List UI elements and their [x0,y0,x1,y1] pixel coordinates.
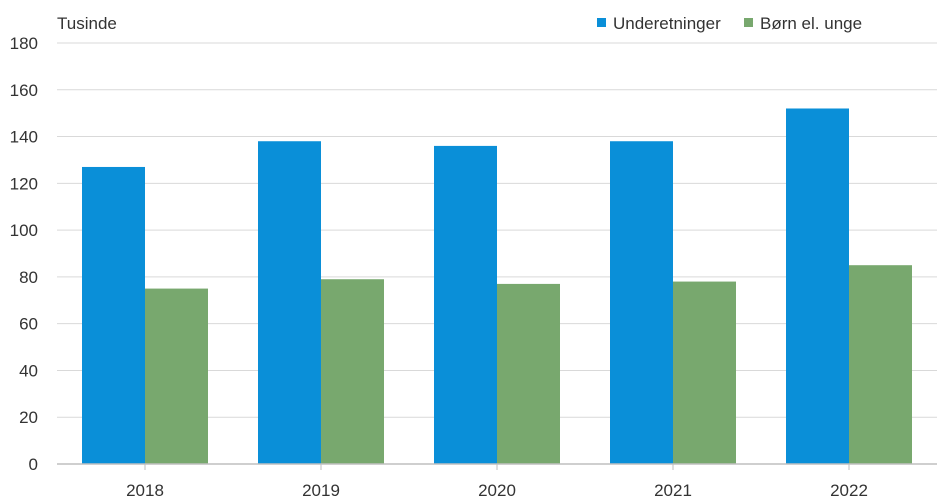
bars [82,108,912,464]
legend-swatch [744,18,753,27]
y-tick-label: 160 [10,81,38,100]
x-tick-label: 2019 [302,481,340,500]
legend-label: Børn el. unge [760,14,862,33]
y-tick-label: 20 [19,408,38,427]
bar [673,281,736,464]
bar [434,145,497,464]
y-axis-unit-label: Tusinde [57,14,117,33]
x-tick-label: 2022 [830,481,868,500]
legend: Underetninger Børn el. unge [597,14,862,33]
y-tick-label: 0 [29,455,38,474]
bar [82,166,145,464]
y-tick-label: 80 [19,268,38,287]
bar [145,288,208,464]
bar [610,141,673,464]
y-tick-label: 40 [19,361,38,380]
bar [849,265,912,464]
legend-label: Underetninger [613,14,721,33]
x-tick-label: 2021 [654,481,692,500]
y-tick-label: 180 [10,34,38,53]
bar [497,283,560,464]
bar [321,279,384,464]
y-tick-label: 100 [10,221,38,240]
x-axis: 2018 2019 2020 2021 2022 [57,463,937,500]
x-tick-label: 2018 [126,481,164,500]
y-tick-label: 120 [10,174,38,193]
legend-swatch [597,18,606,27]
y-axis: 0 20 40 60 80 100 120 140 160 180 [10,34,38,474]
bar [786,108,849,464]
x-tick-label: 2020 [478,481,516,500]
bar [258,141,321,464]
y-tick-label: 140 [10,128,38,147]
y-tick-label: 60 [19,315,38,334]
